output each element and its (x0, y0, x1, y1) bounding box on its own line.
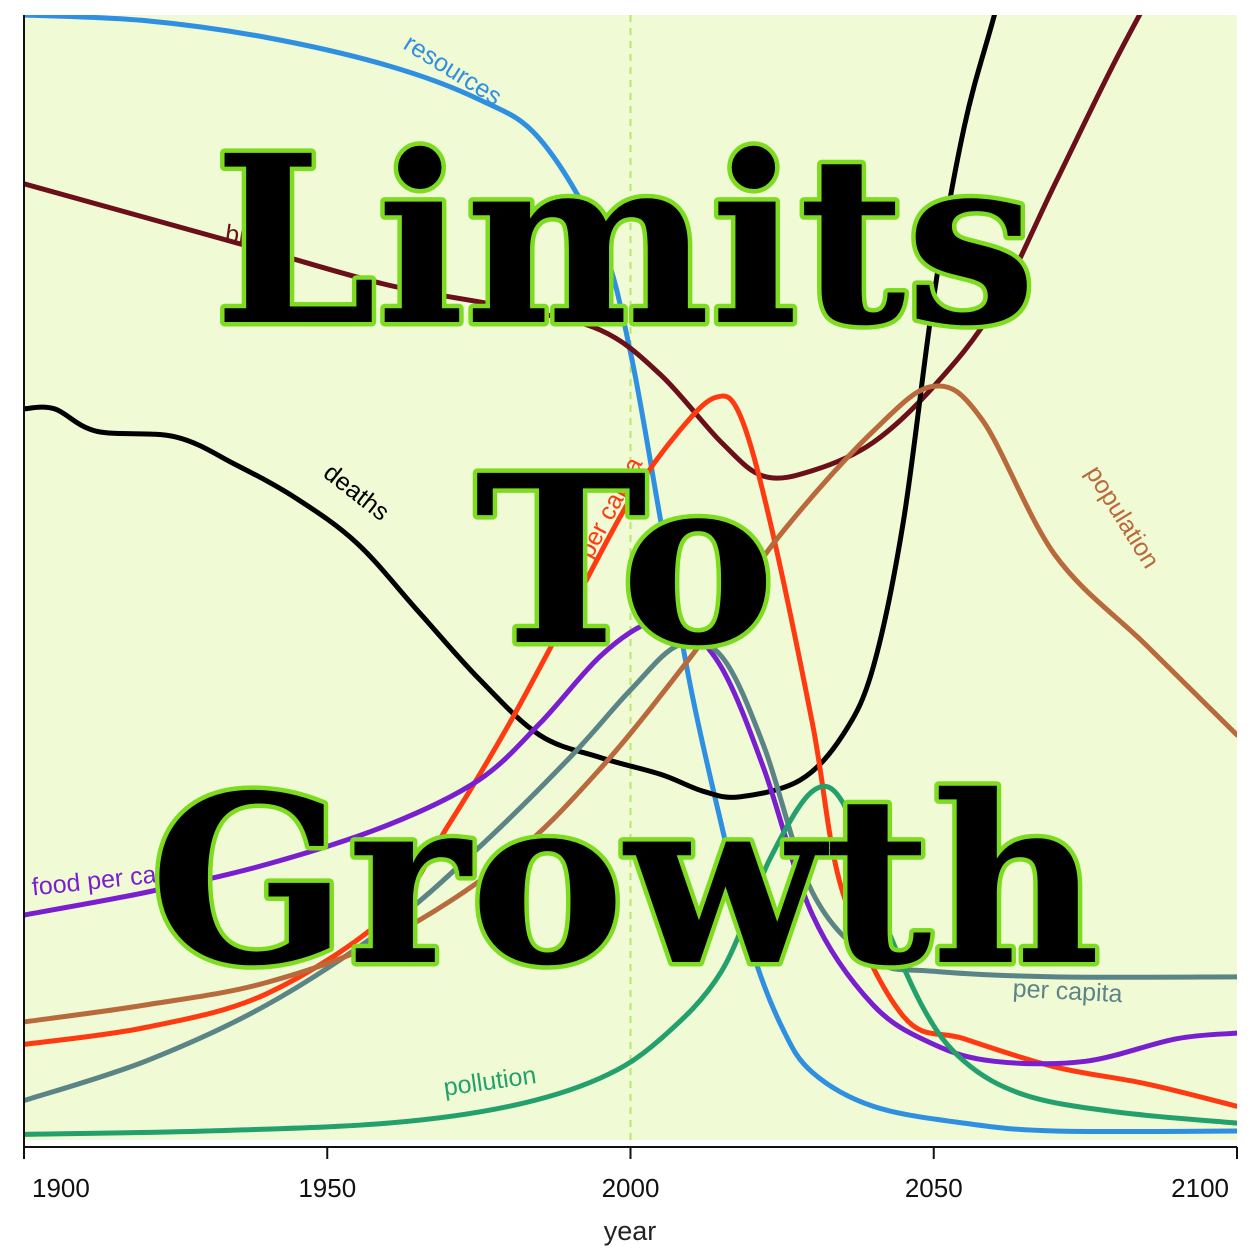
x-axis: 1900 1950 2000 2050 2100 (23, 15, 1238, 1203)
series-label-per-capita: per capita (1012, 975, 1123, 1009)
x-tick-label-1900: 1900 (32, 1173, 90, 1203)
series-line-resources (24, 15, 1237, 1135)
series-line-industrial-output-per-capita (24, 639, 1237, 1104)
x-tick-label-1950: 1950 (298, 1173, 356, 1203)
series-line-food-per-capita (24, 615, 1237, 1067)
series-line-services-per-capita (24, 393, 1237, 1109)
title-word-to: To (475, 424, 776, 697)
x-axis-title: year (604, 1216, 657, 1246)
series-lines (24, 15, 1237, 1137)
title-word-limits: Limits (214, 104, 1037, 377)
series-line-deaths (24, 15, 997, 800)
title-word-growth: Growth (150, 744, 1101, 1017)
series-line-births (24, 15, 1143, 481)
series-line-pollution (24, 783, 1237, 1137)
series-line-population (24, 383, 1237, 1025)
x-tick-label-2000: 2000 (602, 1173, 660, 1203)
x-tick-label-2050: 2050 (905, 1173, 963, 1203)
x-tick-label-2100: 2100 (1171, 1173, 1229, 1203)
